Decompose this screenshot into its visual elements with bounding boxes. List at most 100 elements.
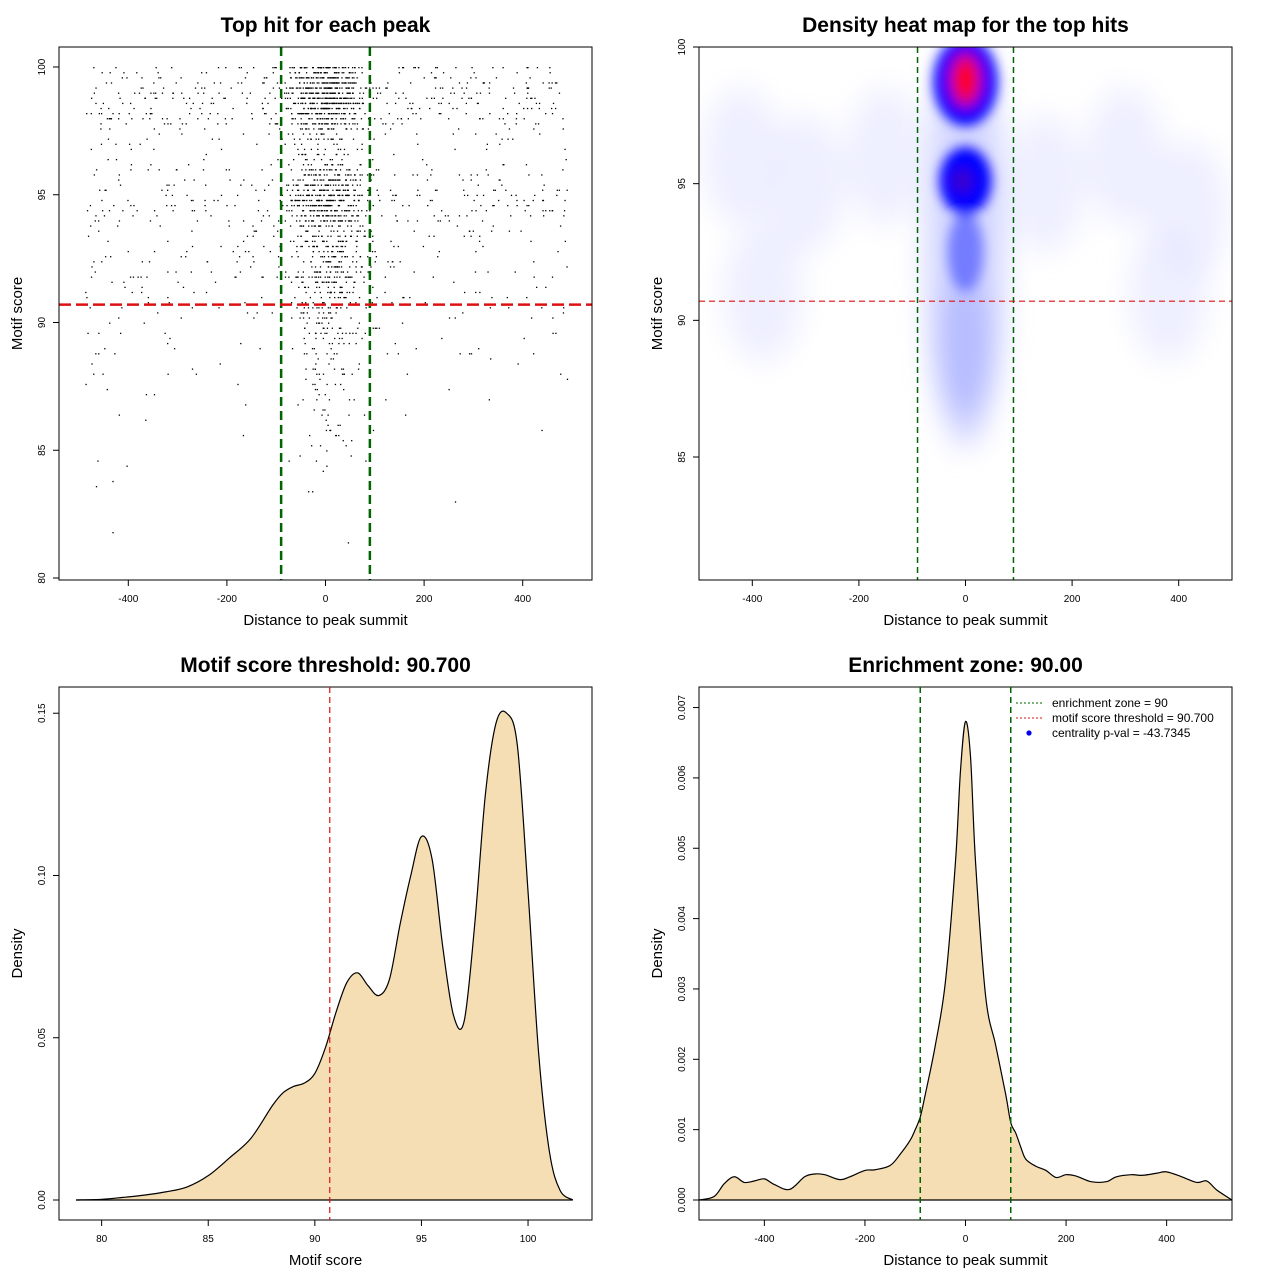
data-point [556,194,558,197]
data-point [297,123,299,125]
data-point [350,317,352,319]
data-point [148,261,151,263]
data-point [321,235,323,237]
data-point [255,189,257,191]
data-point [361,337,363,340]
data-point [316,72,318,74]
data-point [213,199,215,202]
data-point [439,87,442,89]
data-point [300,215,302,217]
data-point [268,215,270,217]
data-point [448,388,450,391]
data-point [338,204,340,207]
data-point [558,189,561,191]
data-point [359,97,361,99]
data-point [330,77,332,79]
data-point [284,143,286,145]
data-point [242,133,245,135]
y-tick-label: 80 [37,572,48,584]
data-point [334,67,336,69]
data-point [341,82,343,84]
data-point [311,348,314,350]
data-point [197,118,199,120]
data-point [303,82,305,84]
legend-label: centrality p-val = -43.7345 [1052,726,1191,740]
data-point [364,332,366,335]
data-point [320,204,323,207]
data-point [560,373,562,375]
data-point [357,220,359,222]
data-point [147,296,150,299]
y-tick-label: 95 [677,178,688,190]
data-point [372,429,375,432]
data-point [493,204,495,207]
data-point [240,67,242,69]
data-point [262,107,264,110]
x-tick-label: 80 [96,1234,108,1245]
data-point [338,327,341,329]
data-point [325,261,327,263]
data-point [302,164,305,166]
data-point [262,276,264,278]
x-tick-label: -400 [118,594,138,605]
data-point [291,87,294,89]
data-point [353,281,355,283]
density-area [699,721,1232,1200]
data-point [332,92,334,94]
data-point [481,220,484,222]
data-point [433,235,435,237]
data-point [319,204,321,207]
data-point [332,77,334,79]
data-point [326,220,328,222]
data-point [325,92,327,94]
data-point [323,327,325,329]
data-point [505,97,507,99]
data-point [167,271,169,273]
data-point [341,373,344,375]
data-point [335,271,337,273]
data-point [431,169,433,171]
data-point [290,169,293,171]
data-point [306,322,308,324]
data-point [344,276,347,278]
data-point [355,302,357,304]
data-point [297,194,299,197]
data-point [331,199,333,202]
data-point [164,332,166,335]
data-point [331,164,333,166]
data-point [260,220,263,222]
data-point [331,77,333,79]
data-point [338,225,340,227]
data-point [363,235,365,237]
data-point [319,72,322,74]
data-point [352,179,354,181]
data-point [554,107,557,110]
data-point [329,107,331,110]
data-point [306,158,308,161]
data-point [142,118,144,120]
data-point [348,414,350,416]
data-point [318,322,320,324]
data-point [543,184,545,186]
data-point [345,179,347,181]
data-point [394,194,397,197]
data-point [326,215,328,217]
data-point [435,77,437,79]
data-point [379,92,382,94]
data-point [305,291,307,294]
data-point [499,179,501,181]
data-point [334,383,337,386]
data-point [386,87,388,89]
data-point [311,82,314,84]
data-point [501,184,503,186]
data-point [343,215,345,217]
data-point [326,102,328,105]
data-point [505,189,507,191]
panel-title: Motif score threshold: 90.700 [180,654,471,677]
data-point [145,394,148,396]
data-point [535,286,538,289]
data-point [131,291,133,294]
data-point [316,388,319,391]
data-point [328,67,330,69]
data-point [314,72,317,74]
